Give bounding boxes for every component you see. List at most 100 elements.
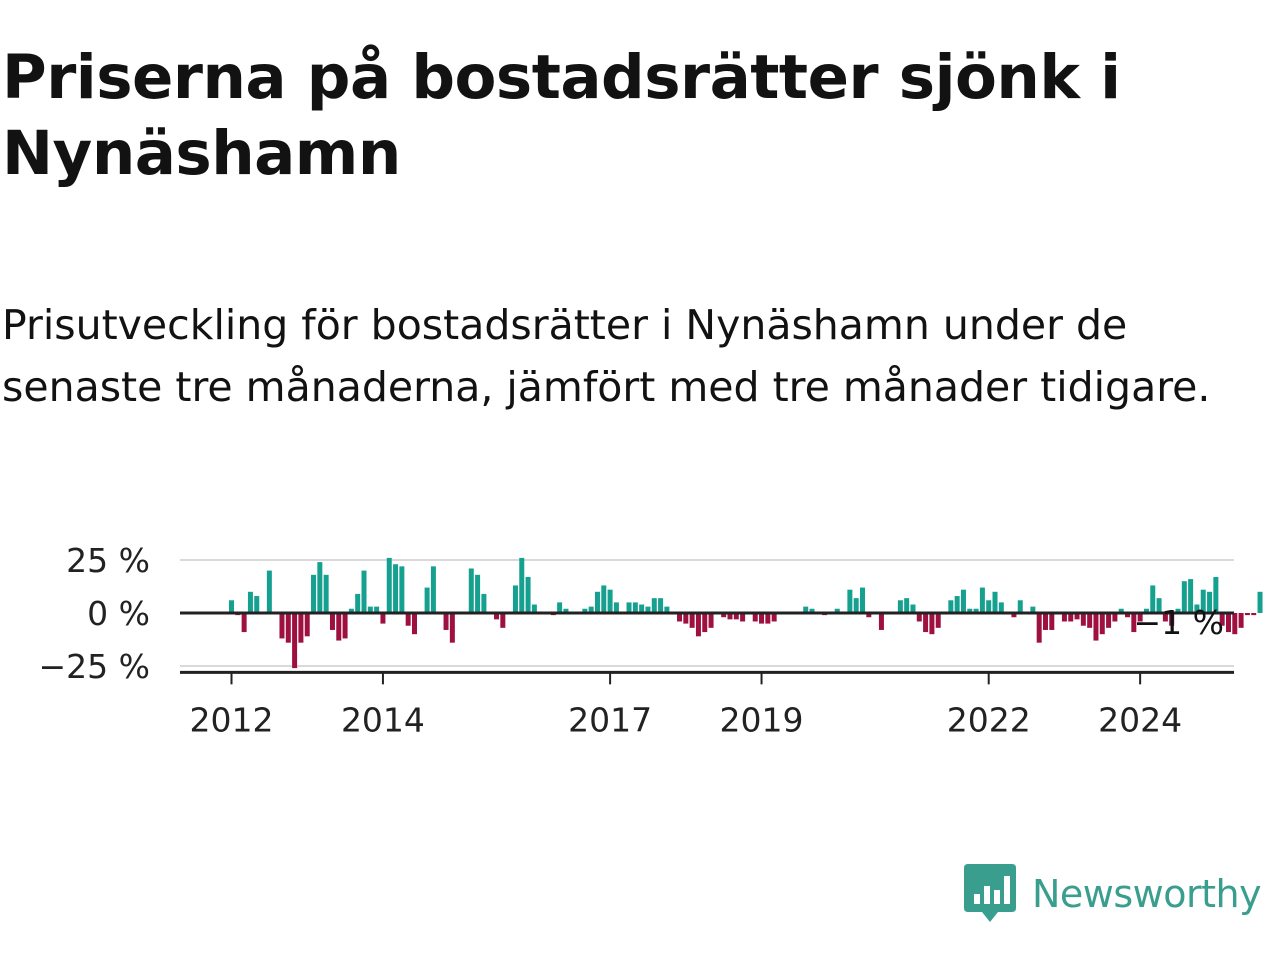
bar	[279, 613, 285, 639]
bar	[1080, 613, 1086, 626]
bar	[740, 613, 746, 622]
bar	[677, 613, 683, 622]
bar	[986, 600, 992, 613]
bar	[683, 613, 689, 624]
bar	[1162, 613, 1168, 622]
x-tick-label: 2017	[568, 700, 652, 739]
bar	[298, 613, 304, 643]
bar	[355, 593, 361, 613]
bar	[582, 608, 588, 613]
bar	[702, 613, 708, 633]
bar	[1188, 579, 1194, 613]
bar	[1049, 613, 1055, 630]
bar	[1093, 613, 1099, 641]
bar	[254, 596, 260, 613]
bar	[759, 613, 765, 624]
bar	[519, 557, 525, 613]
bar	[494, 613, 500, 620]
x-tick-label: 2022	[947, 700, 1031, 739]
bar	[910, 604, 916, 613]
bar	[809, 608, 815, 613]
chart-title: Priserna på bostadsrätter sjönk i Nynäsh…	[2, 42, 1121, 189]
y-tick-label: 25 %	[66, 541, 150, 580]
bar	[897, 600, 903, 613]
bar	[399, 566, 405, 613]
bars	[229, 557, 1263, 669]
bar	[229, 600, 234, 613]
bar	[992, 591, 998, 613]
bar	[708, 613, 714, 628]
bar	[405, 613, 411, 626]
bar	[266, 570, 272, 613]
bar	[1232, 613, 1238, 635]
bar	[588, 606, 594, 613]
bar	[1156, 598, 1162, 613]
bar	[1169, 613, 1175, 626]
chart-subtitle: Prisutveckling för bostadsrätter i Nynäs…	[2, 301, 1211, 411]
bar	[1118, 608, 1124, 613]
bar	[1213, 576, 1219, 613]
bar	[613, 602, 619, 613]
bar	[935, 613, 941, 628]
bar	[1030, 606, 1036, 613]
bar	[1106, 613, 1112, 628]
bar	[1219, 613, 1225, 626]
bar	[948, 600, 954, 613]
bar	[557, 602, 563, 613]
bar	[1074, 613, 1080, 620]
bar	[1017, 600, 1023, 613]
bar	[430, 566, 436, 613]
bar	[1087, 613, 1093, 628]
bar	[424, 587, 430, 613]
bar	[954, 596, 960, 613]
x-tick-label: 2014	[341, 700, 425, 739]
tick-labels: 25 % 0 % −25 % 2012 2014 2017 2019 2022 2024 −1 %	[39, 541, 1225, 739]
bar	[386, 557, 392, 613]
bar	[967, 608, 973, 613]
bar	[1244, 613, 1250, 616]
bar	[601, 585, 607, 613]
y-tick-label: 0 %	[87, 594, 150, 633]
bar	[632, 602, 638, 613]
bar	[342, 613, 348, 639]
bar	[481, 593, 487, 613]
bar	[929, 613, 935, 635]
bar	[727, 613, 733, 620]
bar	[847, 589, 853, 613]
bar	[1099, 613, 1105, 635]
bar	[1150, 585, 1156, 613]
bar	[1251, 613, 1257, 616]
bar	[563, 608, 569, 613]
bar	[960, 589, 966, 613]
bar	[695, 613, 701, 637]
bar	[733, 613, 739, 620]
bar	[853, 598, 859, 613]
bar	[329, 613, 335, 630]
bar	[361, 570, 367, 613]
grid-lines	[180, 559, 1234, 667]
bar	[468, 568, 474, 613]
bar	[771, 613, 777, 622]
bar	[1112, 613, 1118, 622]
bar	[292, 613, 298, 669]
bar	[979, 587, 985, 613]
x-tick-label: 2024	[1098, 700, 1182, 739]
bar	[500, 613, 506, 628]
bar	[336, 613, 342, 641]
bar	[689, 613, 695, 628]
bar	[1143, 608, 1149, 613]
bar	[639, 604, 645, 613]
x-tick-label: 2012	[190, 700, 274, 739]
bar	[348, 608, 354, 613]
x-tick-label: 2019	[720, 700, 804, 739]
bar	[393, 564, 399, 613]
bar-chart: 25 % 0 % −25 % 2012 2014 2017 2019 2022 2024 −1 %	[39, 541, 1263, 739]
bar	[834, 608, 840, 613]
bar	[449, 613, 455, 643]
bar	[443, 613, 449, 630]
bar	[1011, 613, 1017, 618]
bar	[626, 602, 632, 613]
bar	[904, 598, 910, 613]
bar-chart-speech-bubble-icon	[964, 864, 1016, 922]
bar	[998, 602, 1004, 613]
